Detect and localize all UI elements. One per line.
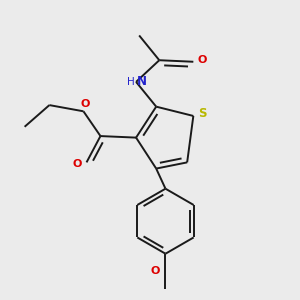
Text: O: O bbox=[80, 100, 90, 110]
Text: H: H bbox=[127, 77, 134, 87]
Text: O: O bbox=[151, 266, 160, 276]
Text: O: O bbox=[198, 55, 207, 65]
Text: O: O bbox=[73, 159, 82, 169]
Text: N: N bbox=[137, 75, 147, 88]
Text: S: S bbox=[198, 107, 206, 120]
